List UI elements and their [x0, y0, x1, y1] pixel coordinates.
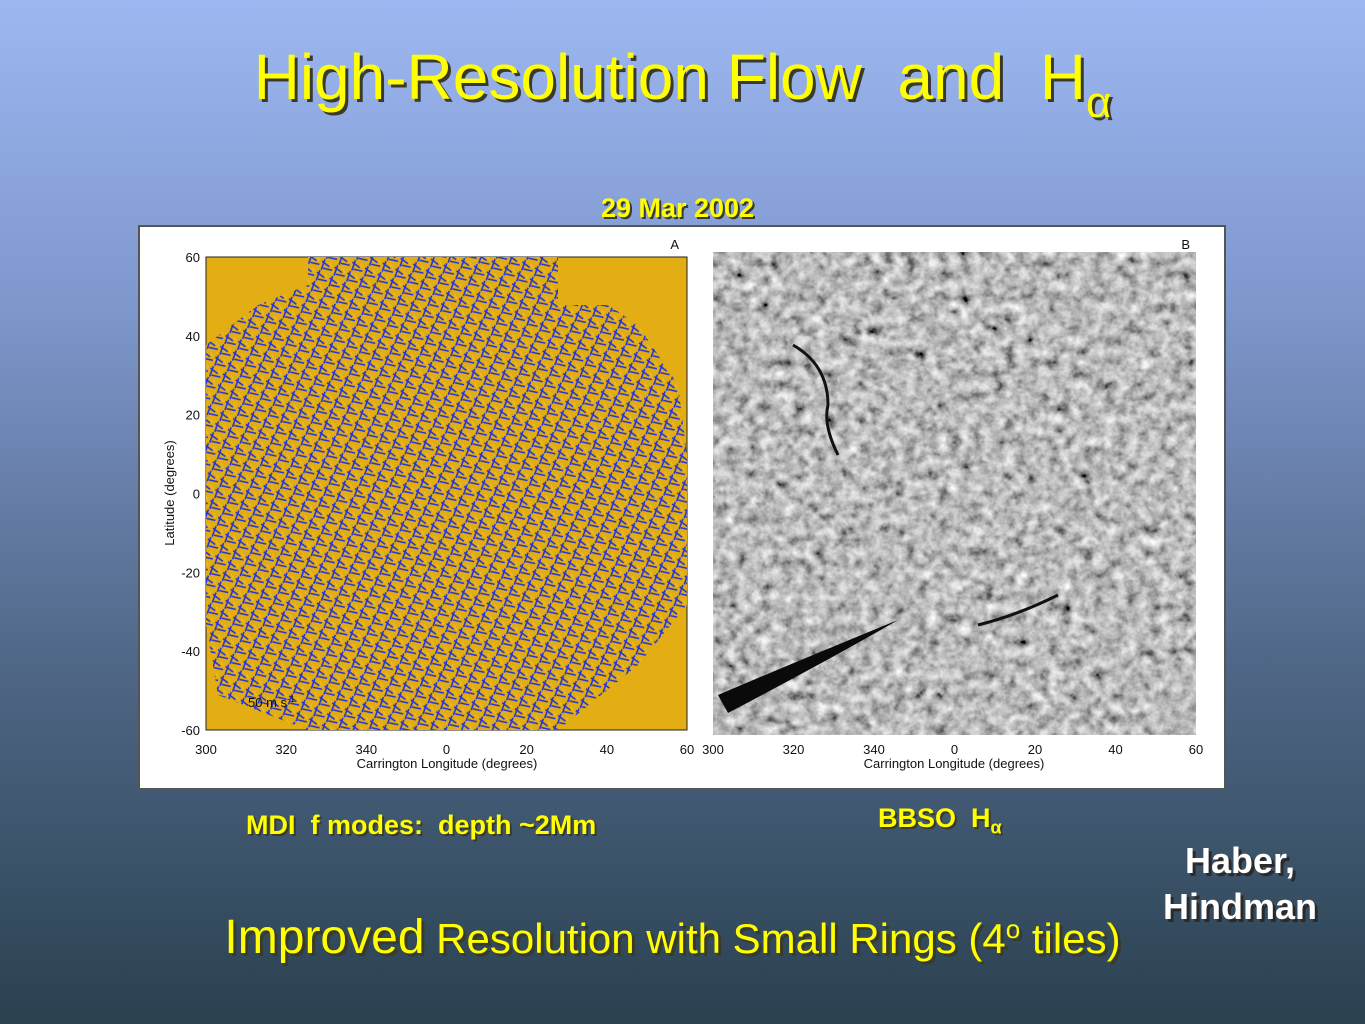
y-tick-label: 40: [186, 329, 200, 344]
caption-left: MDI f modes: depth ~2Mm: [246, 810, 597, 840]
panel-label: A: [670, 237, 679, 252]
date: 29 Mar 2002: [600, 193, 755, 223]
slide-title: High-Resolution Flow and Hα: [0, 40, 1365, 128]
y-axis-title: Latitude (degrees): [162, 440, 177, 546]
y-tick-label: -40: [181, 644, 200, 659]
credit: Haber, Hindman: [1150, 838, 1330, 930]
scale-text: 50 m s: [248, 695, 288, 710]
x-tick-label: 340: [355, 742, 377, 757]
x-tick-label: 20: [519, 742, 533, 757]
panel-a-image: [205, 256, 688, 731]
y-tick-label: 20: [186, 408, 200, 423]
x-axis-title: Carrington Longitude (degrees): [357, 756, 538, 771]
x-tick-label: 40: [1108, 742, 1122, 757]
x-axis-title: Carrington Longitude (degrees): [864, 756, 1045, 771]
footer-sup: o: [1005, 914, 1021, 944]
panel-b-image: [712, 251, 1197, 736]
x-tick-label: 0: [443, 742, 450, 757]
footer-text: Resolution with Small Rings (4: [424, 915, 1006, 962]
scale-label: 50 m s-1: [248, 694, 295, 710]
footer: Improved Resolution with Small Rings (4o…: [0, 910, 1345, 965]
credit-line: Haber,: [1184, 840, 1296, 881]
x-tick-label: 300: [195, 742, 217, 757]
x-tick-label: 60: [1189, 742, 1203, 757]
panel-label: B: [1181, 237, 1190, 252]
title-subscript: α: [1085, 78, 1112, 127]
x-tick-label: 0: [951, 742, 958, 757]
x-tick-label: 60: [680, 742, 694, 757]
figure: 50 m s-1 A B Latitude (degrees) Carringt…: [138, 225, 1226, 790]
footer-tail: tiles): [1020, 915, 1121, 962]
scale-sup: -1: [287, 694, 295, 704]
x-tick-label: 20: [1028, 742, 1042, 757]
x-tick-label: 340: [863, 742, 885, 757]
credit-line: Hindman: [1162, 886, 1317, 927]
caption-subscript: α: [990, 817, 1002, 838]
x-tick-label: 320: [783, 742, 805, 757]
y-tick-label: 60: [186, 250, 200, 265]
title-text: High-Resolution Flow and H: [253, 41, 1086, 113]
footer-emphasis: Improved: [224, 911, 425, 964]
y-tick-label: 0: [193, 487, 200, 502]
caption-right: BBSO Hα: [878, 803, 1002, 838]
x-tick-label: 40: [600, 742, 614, 757]
y-tick-label: -60: [181, 723, 200, 738]
x-tick-label: 300: [702, 742, 724, 757]
caption-text: BBSO H: [878, 803, 991, 833]
y-tick-label: -20: [181, 565, 200, 580]
x-tick-label: 320: [275, 742, 297, 757]
